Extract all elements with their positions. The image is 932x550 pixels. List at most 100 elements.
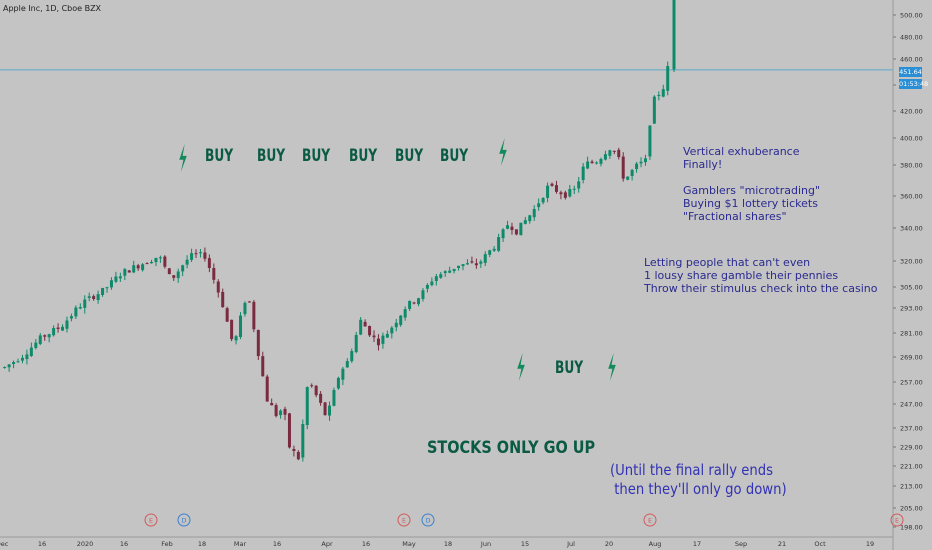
current-price-tag: 451.64 [899, 67, 922, 77]
candle-body [136, 265, 140, 269]
note-line: Vertical exhuberance [683, 145, 800, 158]
candle-body [563, 192, 567, 198]
candle-body [612, 150, 616, 152]
y-tick-label: 221.00 [900, 463, 923, 471]
buy-label: BUY [257, 146, 286, 166]
candle-body [603, 154, 607, 160]
candle-body [61, 326, 65, 331]
candle-body [643, 158, 647, 163]
candle-body [381, 335, 385, 344]
candle-body [617, 149, 621, 158]
candle-body [12, 362, 16, 365]
candle-body [666, 66, 670, 91]
candle-body [207, 258, 211, 269]
buy-label: BUY [395, 146, 424, 166]
candle-body [559, 192, 563, 195]
x-tick-label: 16 [120, 540, 128, 548]
event-marker-label: E [149, 517, 153, 525]
candle-body [506, 225, 510, 229]
note-line: 1 lousy share gamble their pennies [644, 269, 839, 282]
candle-body [230, 319, 234, 340]
candle-body [332, 390, 336, 406]
event-marker-icon [144, 513, 158, 527]
candle-body [109, 280, 113, 288]
candle-body [265, 376, 269, 402]
note-line: Finally! [683, 158, 723, 171]
candle-body [216, 281, 220, 293]
event-marker-label: E [402, 517, 406, 525]
candle-body [537, 203, 541, 208]
candle-body [274, 405, 278, 417]
y-tick-label: 400.00 [900, 135, 923, 143]
candle-body [261, 356, 265, 377]
y-tick-label: 257.00 [900, 379, 923, 387]
candle-body [483, 254, 487, 263]
candle-body [323, 402, 327, 416]
candle-body [439, 274, 443, 278]
y-tick-label: 340.00 [900, 225, 923, 233]
x-tick-label: Mar [234, 540, 247, 548]
candle-body [328, 405, 332, 416]
candle-body [25, 354, 29, 360]
candle-body [296, 451, 300, 460]
candle-body [417, 298, 421, 305]
candle-body [461, 264, 465, 267]
y-tick-label: 198.00 [900, 524, 923, 532]
x-tick-label: 2020 [77, 540, 94, 548]
candle-body [635, 163, 639, 170]
event-marker-label: E [895, 517, 899, 525]
candle-body [172, 275, 176, 278]
candle-body [247, 301, 251, 303]
x-tick-label: May [402, 540, 416, 548]
candle-body [96, 294, 100, 301]
x-tick-label: 16 [273, 540, 281, 548]
x-tick-label: Oct [814, 540, 826, 548]
candle-body [167, 268, 171, 275]
x-tick-label: Apr [321, 540, 333, 548]
note-line: "Fractional shares" [683, 210, 787, 223]
y-tick-label: 500.00 [900, 12, 923, 20]
candle-body [621, 156, 625, 179]
candle-body [363, 321, 367, 327]
candle-body [252, 301, 256, 330]
x-tick-label: Jul [566, 540, 575, 548]
candle-body [105, 287, 109, 289]
candle-body [479, 261, 483, 264]
candle-body [78, 307, 82, 309]
y-tick-label: 305.00 [900, 284, 923, 292]
candle-body [345, 361, 349, 368]
candle-body [163, 256, 167, 267]
candle-body [336, 377, 340, 389]
buy-label: BUY [205, 146, 234, 166]
candle-body [626, 176, 630, 180]
candle-body [554, 185, 558, 192]
candle-body [541, 197, 545, 203]
candle-body [234, 336, 238, 341]
candle-body [16, 361, 20, 363]
candle-body [599, 159, 603, 164]
candle-body [510, 226, 514, 230]
candle-body [572, 188, 576, 190]
candle-body [158, 257, 162, 259]
candle-body [408, 300, 412, 309]
event-marker-icon [397, 513, 411, 527]
candle-body [203, 252, 207, 259]
x-tick-label: Feb [161, 540, 173, 548]
candle-body [239, 315, 243, 337]
candle-body [194, 253, 198, 255]
candle-body [661, 89, 665, 97]
candle-body [368, 326, 372, 336]
candle-body [532, 208, 536, 218]
candle-body [3, 367, 7, 369]
lightning-bolt-icon [499, 138, 507, 166]
y-tick-label: 380.00 [900, 162, 923, 170]
y-tick-label: 293.00 [900, 305, 923, 313]
x-tick-label: Aug [649, 540, 662, 548]
candle-body [127, 270, 131, 273]
candle-body [514, 229, 518, 235]
note-vertical-exuberance: Vertical exhuberance Finally! [683, 145, 800, 171]
candle-body [47, 334, 51, 338]
y-tick-label: 237.00 [900, 425, 923, 433]
x-tick-label: 16 [38, 540, 46, 548]
